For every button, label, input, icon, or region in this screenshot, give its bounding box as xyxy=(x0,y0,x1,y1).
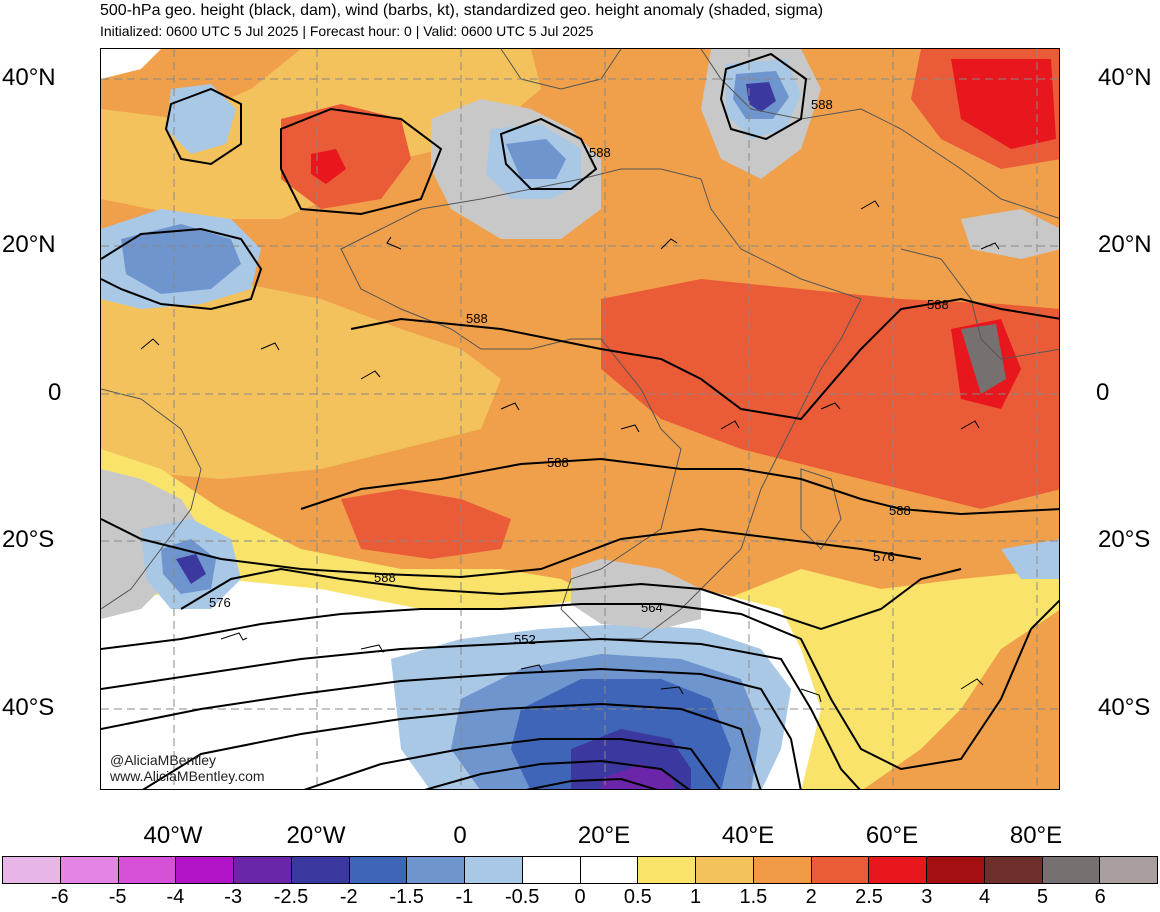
colorbar-tick-label: 1.5 xyxy=(739,886,768,908)
colorbar-swatch xyxy=(696,857,754,883)
anomaly-region xyxy=(121,224,241,294)
credit-website: www.AliciaMBentley.com xyxy=(110,768,265,784)
colorbar-tick-label: 5 xyxy=(1036,886,1048,908)
credit-handle: @AliciaMBentley xyxy=(110,752,217,768)
colorbar-swatch xyxy=(580,857,639,883)
lat-label-right: 40°S xyxy=(1098,694,1151,721)
graticule xyxy=(101,49,1059,789)
colorbar-tick-label: -1 xyxy=(455,886,474,908)
colorbar-tick-label: -5 xyxy=(108,886,127,908)
colorbar-swatch xyxy=(176,857,234,883)
anomaly-region xyxy=(311,149,346,184)
lat-label-left: 40°N xyxy=(2,64,56,91)
anomaly-field: 588 588 588 588 588 588 588 576 576 564 … xyxy=(101,49,1059,789)
contour-label: 588 xyxy=(374,570,396,585)
anomaly-region xyxy=(571,559,701,629)
colorbar-tick-label: -3 xyxy=(224,886,243,908)
anomaly-region xyxy=(506,139,566,179)
colorbar-tick-label: 4 xyxy=(979,886,991,908)
lat-label-left: 20°N xyxy=(2,231,56,258)
colorbar-tick-label: 3 xyxy=(921,886,933,908)
lat-label-right: 20°S xyxy=(1098,526,1151,553)
map-subtitle: Initialized: 0600 UTC 5 Jul 2025 | Forec… xyxy=(100,23,594,39)
coastlines xyxy=(101,49,1059,640)
colorbar-tick-label: 2.5 xyxy=(855,886,883,908)
anomaly-region xyxy=(101,49,161,79)
colorbar-swatch xyxy=(1042,857,1101,883)
colorbar-swatch xyxy=(522,857,581,883)
anomaly-region xyxy=(1001,539,1059,579)
lat-label-right: 40°N xyxy=(1098,64,1152,91)
lon-label: 20°E xyxy=(577,822,631,849)
contour-label: 576 xyxy=(873,549,895,564)
lon-label: 40°E xyxy=(721,822,775,849)
contour-label: 588 xyxy=(927,297,949,312)
colorbar-swatch xyxy=(118,857,177,883)
colorbar-swatch xyxy=(349,857,408,883)
colorbar-swatch xyxy=(638,857,696,883)
contour-label: 588 xyxy=(811,97,833,112)
colorbar-tick-label: 0.5 xyxy=(623,886,652,908)
lon-label: 20°W xyxy=(286,822,346,849)
anomaly-region xyxy=(176,554,206,584)
lon-label: 80°E xyxy=(1009,822,1063,849)
colorbar-tick-label: -6 xyxy=(50,886,69,908)
anomaly-region xyxy=(166,84,236,154)
anomaly-region xyxy=(281,104,411,209)
map-title: 500-hPa geo. height (black, dam), wind (… xyxy=(100,2,824,19)
contour-label: 588 xyxy=(589,145,611,160)
colorbar-swatch xyxy=(1100,857,1157,883)
colorbar-swatch xyxy=(407,857,465,883)
lat-label-left: 20°S xyxy=(2,526,55,553)
colorbar-swatch xyxy=(984,857,1043,883)
colorbar-swatch xyxy=(3,857,61,883)
contour-label: 588 xyxy=(547,455,569,470)
anomaly-region xyxy=(961,324,1006,394)
contour-label: 588 xyxy=(466,311,488,326)
colorbar xyxy=(2,856,1158,884)
contour-label: 576 xyxy=(209,595,231,610)
colorbar-swatch xyxy=(753,857,812,883)
anomaly-region xyxy=(951,59,1056,149)
lat-label-right: 20°N xyxy=(1098,231,1152,258)
contour-label: 588 xyxy=(889,503,911,518)
wind-barbs xyxy=(140,200,1000,703)
colorbar-swatch xyxy=(234,857,292,883)
anomaly-region xyxy=(101,279,501,479)
lat-label-left: 40°S xyxy=(2,694,55,721)
contour-label: 552 xyxy=(514,632,536,647)
lon-label: 40°W xyxy=(143,822,203,849)
colorbar-swatch xyxy=(869,857,927,883)
colorbar-tick-label: 0 xyxy=(574,886,586,908)
colorbar-tick-label: 6 xyxy=(1094,886,1106,908)
anomaly-region xyxy=(601,764,676,789)
lat-label-right: 0 xyxy=(1096,379,1110,406)
lon-label: 60°E xyxy=(865,822,919,849)
lat-label-left: 0 xyxy=(48,379,62,406)
colorbar-swatch xyxy=(927,857,985,883)
colorbar-tick-label: 1 xyxy=(690,886,702,908)
colorbar-tick-label: 2 xyxy=(805,886,817,908)
colorbar-tick-label: -4 xyxy=(166,886,185,908)
colorbar-tick-label: -2 xyxy=(339,886,358,908)
anomaly-region xyxy=(746,82,776,112)
colorbar-swatch xyxy=(291,857,350,883)
colorbar-swatch xyxy=(465,857,523,883)
height-contours xyxy=(101,52,1059,789)
map-panel: 588 588 588 588 588 588 588 576 576 564 … xyxy=(100,48,1060,790)
lon-label: 0 xyxy=(453,822,467,849)
colorbar-swatch xyxy=(60,857,119,883)
contour-label-group: 588 588 588 588 588 588 588 576 576 564 … xyxy=(209,97,949,647)
colorbar-tick-label: -0.5 xyxy=(504,886,540,908)
colorbar-tick-label: -2.5 xyxy=(273,886,309,908)
contour-label: 564 xyxy=(641,600,663,615)
colorbar-tick-label: -1.5 xyxy=(389,886,424,908)
colorbar-swatch xyxy=(811,857,870,883)
